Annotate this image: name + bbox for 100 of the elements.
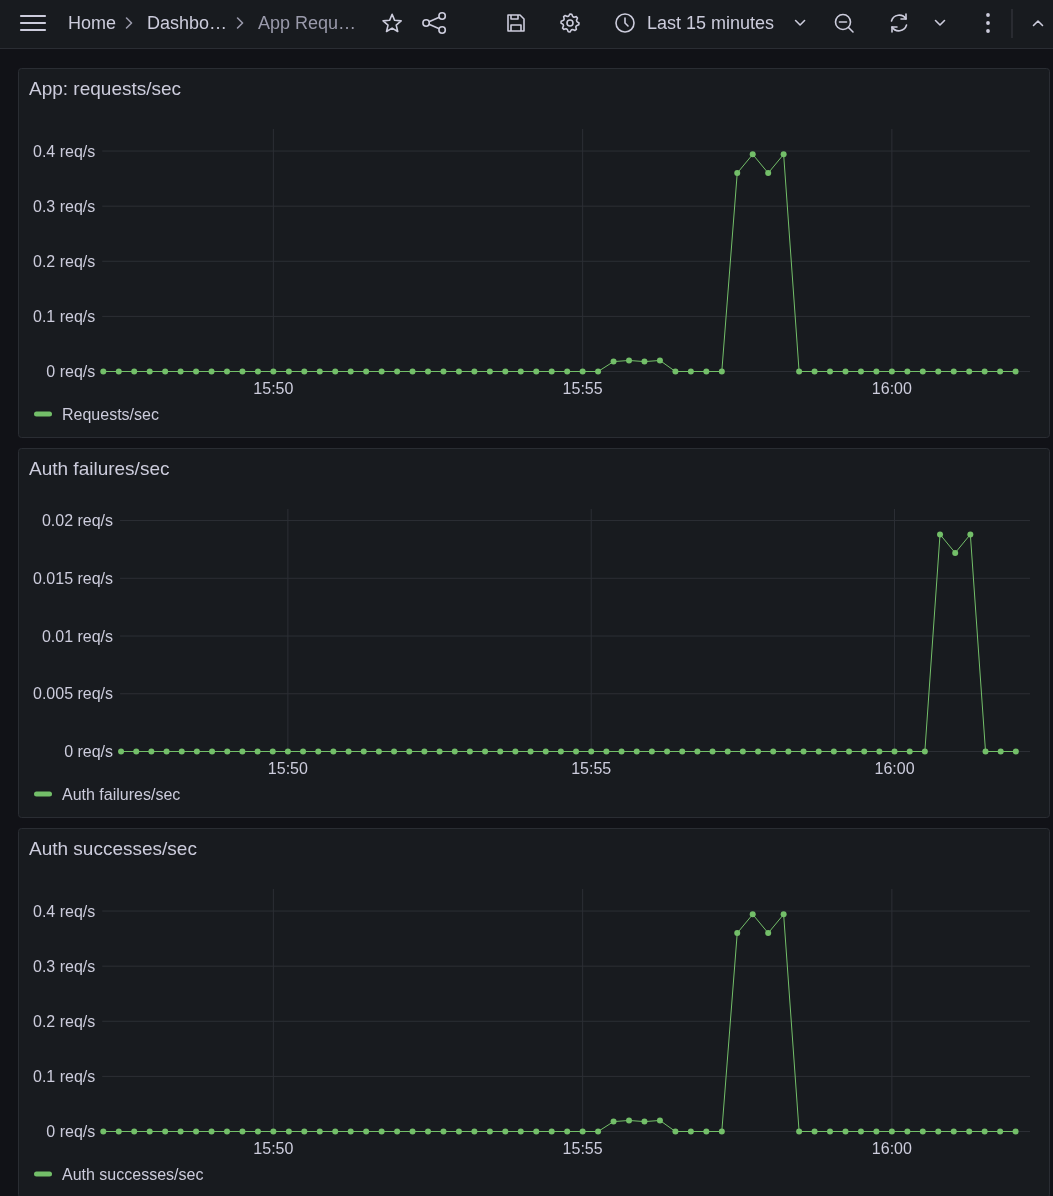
point bbox=[873, 1128, 880, 1135]
point bbox=[131, 1128, 138, 1135]
point bbox=[378, 368, 385, 375]
point bbox=[502, 368, 509, 375]
point bbox=[749, 911, 756, 918]
point bbox=[425, 1128, 432, 1135]
point bbox=[842, 1128, 849, 1135]
point bbox=[950, 1128, 957, 1135]
y-tick-label: 0.005 req/s bbox=[32, 685, 114, 703]
point bbox=[209, 748, 216, 755]
point bbox=[937, 531, 944, 538]
point bbox=[378, 1128, 385, 1135]
point bbox=[842, 368, 849, 375]
point bbox=[193, 368, 200, 375]
point bbox=[641, 358, 648, 365]
point bbox=[409, 1128, 416, 1135]
text: Home bbox=[68, 13, 117, 33]
point bbox=[724, 748, 731, 755]
y-tick-label: 0.3 req/s bbox=[32, 957, 96, 975]
point bbox=[517, 368, 524, 375]
point bbox=[548, 368, 555, 375]
point bbox=[394, 368, 401, 375]
point bbox=[208, 368, 215, 375]
point bbox=[115, 1128, 122, 1135]
point bbox=[997, 748, 1004, 755]
text: App Requ… bbox=[258, 13, 357, 33]
point bbox=[421, 748, 428, 755]
point bbox=[133, 748, 140, 755]
point bbox=[193, 1128, 200, 1135]
point bbox=[163, 748, 170, 755]
point bbox=[891, 748, 898, 755]
y-tick-label: 0.4 req/s bbox=[32, 142, 96, 160]
y-tick-label: 0.1 req/s bbox=[32, 307, 96, 325]
point bbox=[579, 368, 586, 375]
point bbox=[223, 368, 230, 375]
point bbox=[888, 1128, 895, 1135]
point bbox=[626, 357, 633, 364]
point bbox=[873, 368, 880, 375]
point bbox=[679, 748, 686, 755]
y-tick-label: 0.02 req/s bbox=[41, 512, 114, 530]
point bbox=[687, 1128, 694, 1135]
point bbox=[906, 748, 913, 755]
point bbox=[223, 1128, 230, 1135]
point bbox=[270, 368, 277, 375]
point bbox=[391, 748, 398, 755]
point bbox=[811, 368, 818, 375]
point bbox=[950, 368, 957, 375]
point bbox=[548, 1128, 555, 1135]
point bbox=[254, 368, 261, 375]
chart-title: App: requests/sec bbox=[29, 78, 182, 99]
point bbox=[332, 1128, 339, 1135]
point bbox=[709, 748, 716, 755]
point bbox=[718, 368, 725, 375]
point bbox=[815, 748, 822, 755]
point bbox=[981, 1128, 988, 1135]
point bbox=[904, 1128, 911, 1135]
point bbox=[656, 357, 663, 364]
point bbox=[486, 1128, 493, 1135]
point bbox=[811, 1128, 818, 1135]
point bbox=[406, 748, 413, 755]
text: Last 15 minutes bbox=[647, 13, 775, 33]
chart-title: Auth failures/sec bbox=[29, 458, 170, 479]
point bbox=[618, 748, 625, 755]
point bbox=[703, 1128, 710, 1135]
point bbox=[564, 1128, 571, 1135]
point bbox=[146, 1128, 153, 1135]
point bbox=[300, 748, 307, 755]
point bbox=[830, 748, 837, 755]
point bbox=[557, 748, 564, 755]
point bbox=[162, 368, 169, 375]
point bbox=[796, 368, 803, 375]
point bbox=[254, 1128, 261, 1135]
y-tick-label: 0.3 req/s bbox=[32, 197, 96, 215]
point bbox=[285, 1128, 292, 1135]
point bbox=[542, 748, 549, 755]
point bbox=[315, 748, 322, 755]
point bbox=[436, 748, 443, 755]
point bbox=[455, 1128, 462, 1135]
point bbox=[796, 1128, 803, 1135]
point bbox=[527, 748, 534, 755]
point bbox=[997, 368, 1004, 375]
point bbox=[208, 1128, 215, 1135]
point bbox=[440, 368, 447, 375]
point bbox=[664, 748, 671, 755]
legend-label: Auth successes/sec bbox=[62, 1165, 204, 1183]
point bbox=[345, 748, 352, 755]
point bbox=[921, 748, 928, 755]
point bbox=[765, 930, 772, 937]
point bbox=[633, 748, 640, 755]
point bbox=[982, 748, 989, 755]
point bbox=[687, 368, 694, 375]
point bbox=[486, 368, 493, 375]
point bbox=[857, 368, 864, 375]
point bbox=[177, 1128, 184, 1135]
y-tick-label: 0.2 req/s bbox=[32, 1012, 96, 1030]
point bbox=[471, 1128, 478, 1135]
point bbox=[497, 748, 504, 755]
point bbox=[734, 170, 741, 177]
point bbox=[347, 1128, 354, 1135]
point bbox=[347, 368, 354, 375]
